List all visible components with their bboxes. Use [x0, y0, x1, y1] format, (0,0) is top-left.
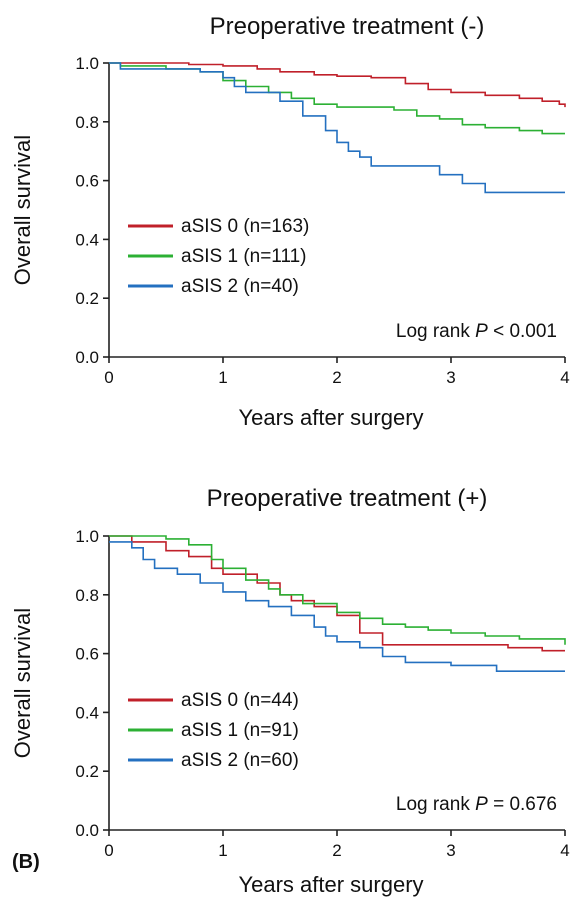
- chart-title: Preoperative treatment (+): [207, 485, 488, 512]
- survival-curve-series-1: [109, 535, 566, 645]
- log-rank-p-value: = 0.676: [488, 794, 557, 815]
- y-tick-label: 1.0: [75, 527, 99, 546]
- chart-panel-bottom: Preoperative treatment (+) 0.0 0.2 0.4 0.6 0.…: [10, 485, 570, 897]
- y-tick-label: 0.0: [75, 348, 99, 367]
- legend-label-series-1: aSIS 1 (n=111): [181, 246, 307, 267]
- panel-letter: (B): [12, 851, 40, 873]
- y-tick-label: 0.2: [75, 289, 99, 308]
- y-tick-label: 0.8: [75, 586, 99, 605]
- legend-label-series-0: aSIS 0 (n=44): [181, 690, 299, 711]
- x-tick-label: 0: [104, 841, 113, 860]
- y-tick-label: 0.0: [75, 821, 99, 840]
- survival-curve-series-1: [109, 62, 565, 135]
- y-tick-label: 0.2: [75, 762, 99, 781]
- x-axis-label: Years after surgery: [238, 405, 423, 430]
- y-tick-label: 1.0: [75, 54, 99, 73]
- y-axis-label: Overall survival: [10, 608, 35, 758]
- y-tick-label: 0.4: [75, 230, 99, 249]
- y-tick-label: 0.6: [75, 172, 99, 191]
- survival-curve-series-0: [109, 62, 566, 108]
- legend-label-series-2: aSIS 2 (n=60): [181, 750, 299, 771]
- x-tick-label: 4: [560, 368, 569, 387]
- log-rank-p-value: < 0.001: [488, 321, 557, 342]
- y-axis-label: Overall survival: [10, 135, 35, 285]
- log-rank-annotation: Log rank P < 0.001: [396, 321, 557, 342]
- x-tick-label: 0: [104, 368, 113, 387]
- x-axis-label: Years after surgery: [238, 872, 423, 897]
- legend-label-series-0: aSIS 0 (n=163): [181, 216, 309, 237]
- chart-panel-top: Preoperative treatment (-) 0.0 0.2 0.4 0.6 0.…: [10, 13, 570, 430]
- x-tick-label: 4: [560, 841, 569, 860]
- log-rank-annotation: Log rank P = 0.676: [396, 794, 557, 815]
- survival-curve-series-0: [109, 535, 565, 652]
- x-tick-label: 3: [446, 368, 455, 387]
- log-rank-prefix: Log rank: [396, 794, 475, 815]
- log-rank-prefix: Log rank: [396, 321, 475, 342]
- y-tick-label: 0.6: [75, 645, 99, 664]
- y-tick-label: 0.8: [75, 113, 99, 132]
- legend-label-series-1: aSIS 1 (n=91): [181, 720, 299, 741]
- legend-label-series-2: aSIS 2 (n=40): [181, 276, 299, 297]
- x-tick-label: 2: [332, 368, 341, 387]
- x-tick-label: 3: [446, 841, 455, 860]
- log-rank-p-symbol: P: [475, 794, 488, 815]
- x-tick-label: 1: [218, 841, 227, 860]
- y-tick-label: 0.4: [75, 703, 99, 722]
- x-tick-label: 1: [218, 368, 227, 387]
- survival-curve-series-2: [109, 62, 565, 194]
- x-tick-label: 2: [332, 841, 341, 860]
- survival-curve-series-2: [109, 541, 565, 672]
- log-rank-p-symbol: P: [475, 321, 488, 342]
- chart-title: Preoperative treatment (-): [210, 13, 485, 40]
